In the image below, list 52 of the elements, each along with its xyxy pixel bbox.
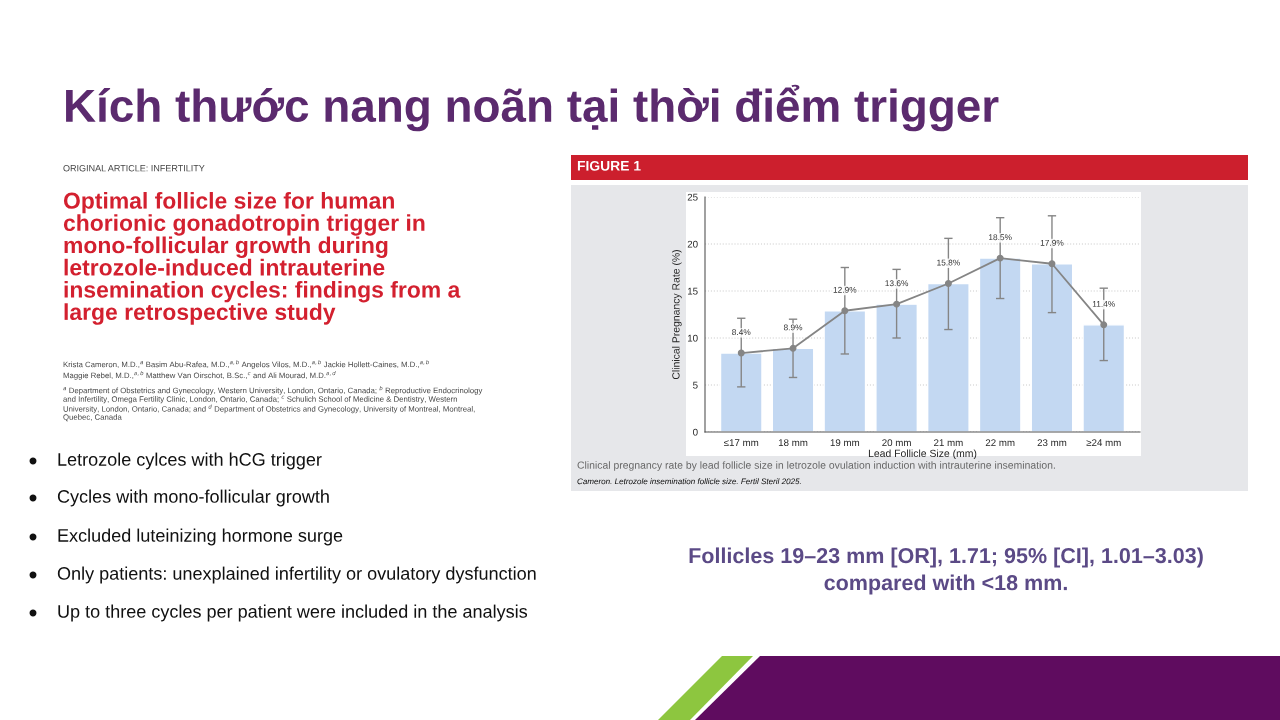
x-tick-label: ≥24 mm: [1086, 439, 1121, 446]
data-label: 12.9%: [833, 286, 857, 293]
data-label: 18.5%: [989, 234, 1012, 241]
point: [893, 300, 901, 308]
bar: [719, 352, 763, 432]
x-tick-label: ≤17 mm: [724, 439, 759, 446]
x-tick-label: 21 mm: [934, 439, 963, 446]
text: Excluded luteinizing hormone surge: [58, 528, 343, 546]
bar: [926, 282, 970, 432]
x-tick-label: 20 mm: [882, 439, 911, 447]
bar: [875, 303, 919, 432]
text: ORIGINAL ARTICLE: INFERTILITY: [63, 165, 205, 172]
text: Letrozole cylces with hCG trigger: [58, 452, 322, 470]
y-tick-label: 10: [687, 334, 698, 342]
data-label: 8.9%: [783, 324, 803, 331]
point: [1100, 321, 1108, 329]
y-tick-label: 15: [687, 287, 698, 295]
point: [996, 254, 1004, 262]
text: Cycles with mono-follicular growth: [57, 489, 329, 507]
y-tick-label: 25: [687, 193, 698, 201]
text: Cameron. Letrozole insemination follicle size. Fertil Steril 2025.: [577, 478, 801, 485]
text: Follicles 19–23 mm [OR], 1.71; 95% [CI], 1.01–3.03) compared with <18 mm.: [689, 547, 1203, 595]
caption: FIGURE 1: [577, 160, 641, 171]
y-tick-label: 20: [687, 240, 698, 248]
point: [737, 349, 745, 357]
point: [1048, 260, 1056, 268]
data-label: 8.4%: [732, 329, 751, 336]
y-axis-title: Clinical Pregnancy Rate (%): [671, 250, 682, 380]
bar: [1030, 263, 1074, 432]
bar: [1082, 324, 1126, 432]
data-label: 17.9%: [1040, 239, 1064, 246]
x-tick-label: 23 mm: [1037, 439, 1067, 447]
point: [841, 307, 849, 315]
y-tick-label: 0: [693, 428, 698, 436]
data-label: 13.6%: [885, 280, 909, 287]
chart-title: Kích thước nang noãn tại thời điểm trigger: [66, 84, 999, 132]
data-label: 15.8%: [937, 259, 960, 266]
bar: [823, 310, 867, 432]
text: Clinical pregnancy rate by lead follicle size in letrozole ovulation induction with intrauterine insemination.: [577, 461, 1055, 471]
text: Only patients: unexplained infertility or ovulatory dysfunction: [57, 566, 536, 584]
x-axis-title: Lead Follicle Size (mm): [868, 449, 977, 460]
y-tick-label: 5: [693, 381, 698, 389]
text: Up to three cycles per patient were included in the analysis: [58, 604, 528, 622]
bar: [978, 257, 1022, 432]
x-tick-label: 22 mm: [985, 439, 1015, 446]
point: [789, 344, 797, 352]
text: Optimal follicle size for human chorionic gonadotropin trigger in mono-follicular growth during letrozole-induced intrauterine insemination cycles: findings from a large retrospective study: [63, 192, 461, 325]
x-tick-label: 18 mm: [778, 439, 808, 447]
x-tick-label: 19 mm: [830, 439, 860, 447]
bar: [771, 347, 815, 432]
point: [944, 280, 952, 287]
data-label: 11.4%: [1092, 301, 1115, 307]
